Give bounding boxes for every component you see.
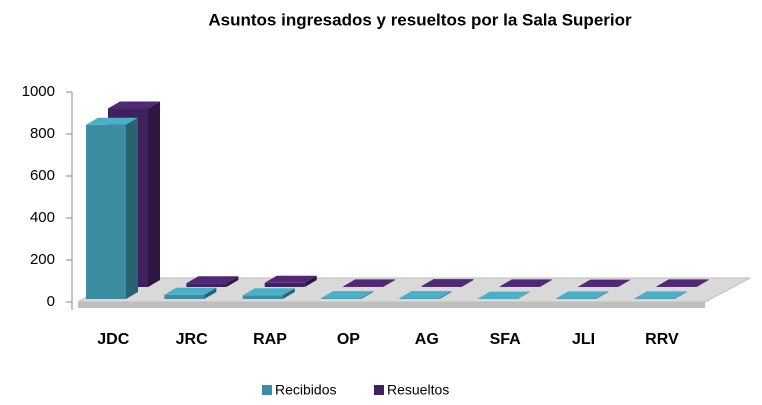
legend-swatch (374, 385, 384, 395)
bar-front (265, 283, 305, 287)
floor-edge (78, 302, 705, 308)
y-tick-label: 800 (30, 125, 55, 142)
bar-front (343, 286, 383, 287)
bar-front (86, 125, 126, 299)
bar-side (126, 118, 138, 299)
chart-title: Asuntos ingresados y resueltos por la Sa… (208, 10, 632, 29)
bar-front (556, 298, 596, 299)
x-tick-label: AG (415, 331, 439, 348)
bar-front (500, 286, 540, 287)
bar-front (321, 298, 361, 299)
x-tick-label: JLI (572, 331, 595, 348)
bar-side (148, 102, 160, 288)
y-tick-label: 1000 (22, 83, 55, 100)
bar-front (164, 295, 204, 299)
bar-front (400, 298, 440, 299)
x-tick-label: RRV (645, 331, 679, 348)
legend-label: Recibidos (275, 382, 336, 398)
x-tick-label: JRC (176, 331, 208, 348)
bar-front (186, 283, 226, 287)
bar-front (635, 298, 675, 299)
y-tick-label: 200 (30, 251, 55, 268)
bar-front (422, 286, 462, 287)
x-tick-label: JDC (97, 331, 129, 348)
bar-front (243, 295, 283, 299)
y-tick-label: 600 (30, 167, 55, 184)
y-tick-label: 400 (30, 209, 55, 226)
legend-label: Resueltos (387, 382, 449, 398)
x-tick-label: SFA (490, 331, 522, 348)
bar (86, 118, 138, 299)
x-tick-label: RAP (253, 331, 287, 348)
bar-front (657, 286, 697, 287)
x-tick-label: OP (337, 331, 360, 348)
legend-swatch (262, 385, 272, 395)
y-tick-label: 0 (47, 293, 55, 310)
